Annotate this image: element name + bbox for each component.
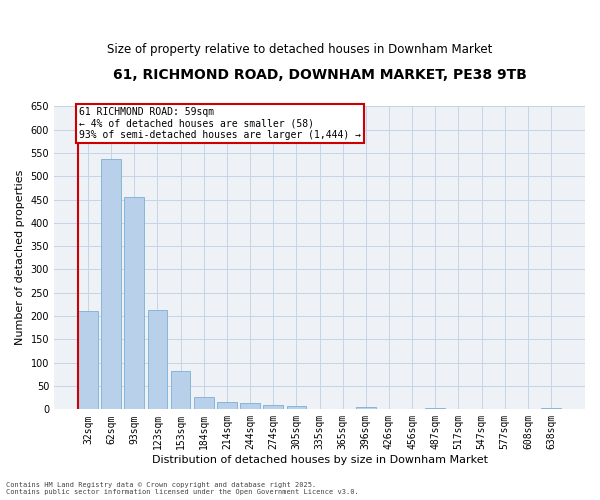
Bar	[240, 404, 260, 409]
Title: 61, RICHMOND ROAD, DOWNHAM MARKET, PE38 9TB: 61, RICHMOND ROAD, DOWNHAM MARKET, PE38 …	[113, 68, 526, 82]
Text: Contains HM Land Registry data © Crown copyright and database right 2025.
Contai: Contains HM Land Registry data © Crown c…	[6, 482, 359, 495]
Text: Size of property relative to detached houses in Downham Market: Size of property relative to detached ho…	[107, 42, 493, 56]
Bar	[217, 402, 237, 409]
Y-axis label: Number of detached properties: Number of detached properties	[15, 170, 25, 346]
Bar	[356, 407, 376, 410]
X-axis label: Distribution of detached houses by size in Downham Market: Distribution of detached houses by size …	[152, 455, 488, 465]
Text: 61 RICHMOND ROAD: 59sqm
← 4% of detached houses are smaller (58)
93% of semi-det: 61 RICHMOND ROAD: 59sqm ← 4% of detached…	[79, 107, 361, 140]
Bar	[541, 408, 561, 410]
Bar	[78, 312, 98, 410]
Bar	[124, 197, 144, 410]
Bar	[148, 310, 167, 410]
Bar	[263, 404, 283, 409]
Bar	[194, 397, 214, 409]
Bar	[287, 406, 306, 409]
Bar	[425, 408, 445, 410]
Bar	[101, 159, 121, 409]
Bar	[171, 371, 190, 410]
